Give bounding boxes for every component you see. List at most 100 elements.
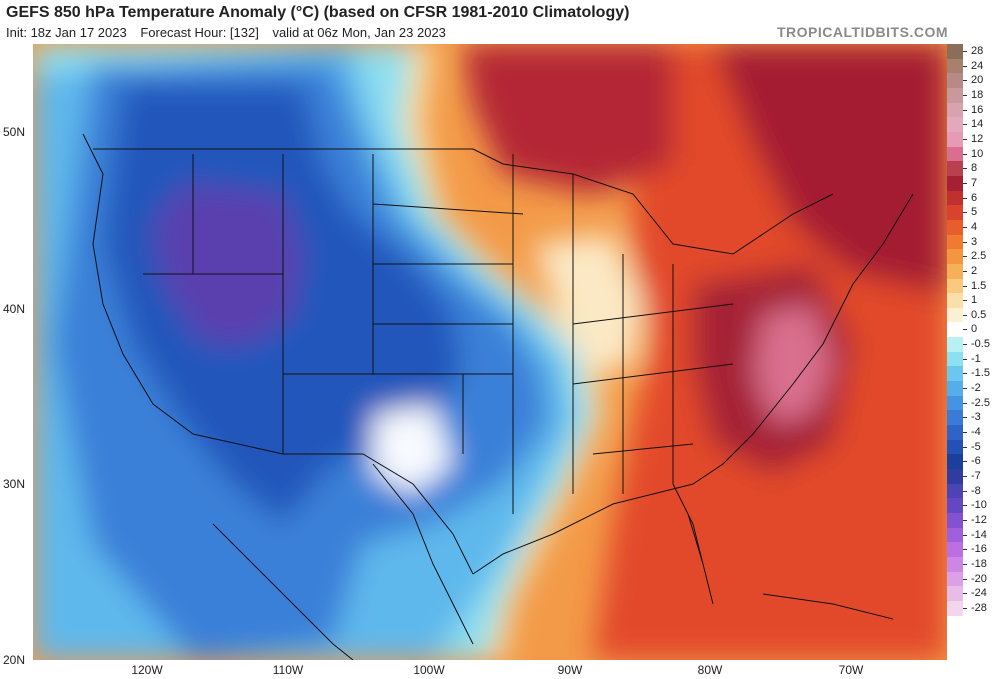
- anomaly-field: [33, 44, 947, 660]
- lon-label: 70W: [838, 663, 864, 677]
- colorbar-label: 10: [971, 147, 984, 160]
- colorbar-swatch: [947, 351, 963, 367]
- lon-label: 110W: [272, 663, 304, 677]
- colorbar-swatch: [947, 571, 963, 587]
- lat-label: 20N: [3, 653, 26, 667]
- colorbar-level: 4: [947, 219, 1000, 235]
- colorbar-swatch: [947, 513, 963, 528]
- colorbar-tick: [963, 563, 967, 565]
- brand-watermark: TROPICALTIDBITS.COM: [776, 24, 948, 40]
- colorbar-swatch: [947, 117, 963, 132]
- colorbar-swatch: [947, 366, 963, 382]
- colorbar-legend: 28 24 20 18 16 14 12 10 8 7 6 5 4 3 2.5 2 1.5 1 0.5 0 -0.5 -1…: [947, 44, 1000, 660]
- map-subtitle: Init: 18z Jan 17 2023 Forecast Hour: [13…: [6, 25, 456, 40]
- colorbar-level: -1.5: [947, 366, 1000, 382]
- colorbar-swatch: [947, 161, 963, 176]
- pacific-coast: [82, 133, 194, 435]
- colorbar-level: 2.5: [947, 249, 1000, 264]
- colorbar-level: -18: [947, 556, 1000, 572]
- colorbar-level: 7: [947, 175, 1000, 191]
- colorbar-level: 10: [947, 146, 1000, 162]
- colorbar-swatch: [947, 190, 963, 206]
- colorbar-label: -3: [971, 411, 981, 424]
- colorbar-level: 6: [947, 190, 1000, 206]
- colorbar-level: -20: [947, 571, 1000, 587]
- colorbar-tick: [963, 153, 967, 155]
- colorbar-swatch: [947, 205, 963, 220]
- colorbar-tick: [963, 417, 967, 419]
- colorbar-label: -14: [971, 528, 987, 541]
- colorbar-level: 0: [947, 322, 1000, 338]
- cuba-coast: [762, 593, 894, 620]
- lon-label: 90W: [557, 663, 583, 677]
- lat-label: 30N: [3, 477, 26, 491]
- colorbar-tick: [963, 109, 967, 111]
- state-boundaries: [143, 154, 734, 514]
- colorbar-tick: [963, 344, 967, 346]
- boundaries: [82, 133, 914, 660]
- lat-label: 40N: [3, 302, 26, 316]
- colorbar-label: -2: [971, 382, 981, 395]
- colorbar-level: -2: [947, 381, 1000, 396]
- colorbar-label: 5: [971, 206, 978, 219]
- colorbar-tick: [963, 138, 967, 140]
- colorbar-label: -0.5: [971, 338, 990, 351]
- mexico-pacific-coast: [212, 523, 354, 660]
- colorbar-label: -6: [971, 455, 981, 468]
- colorbar-swatch: [947, 395, 963, 411]
- colorbar-label: -24: [971, 587, 987, 600]
- colorbar-level: 5: [947, 205, 1000, 220]
- colorbar-level: 18: [947, 87, 1000, 103]
- colorbar-tick: [963, 549, 967, 551]
- colorbar-tick: [963, 373, 967, 375]
- colorbar-level: -7: [947, 469, 1000, 484]
- map-title: GEFS 850 hPa Temperature Anomaly (°C) (b…: [6, 4, 630, 21]
- colorbar-level: -8: [947, 483, 1000, 499]
- colorbar-level: -2.5: [947, 395, 1000, 411]
- colorbar-tick: [963, 402, 967, 404]
- colorbar-level: 1.5: [947, 278, 1000, 294]
- anomaly-map: [33, 44, 947, 660]
- header: GEFS 850 hPa Temperature Anomaly (°C) (b…: [0, 0, 1000, 44]
- colorbar-label: 14: [971, 118, 984, 131]
- colorbar-swatch: [947, 278, 963, 294]
- colorbar-swatch: [947, 425, 963, 440]
- colorbar-swatch: [947, 307, 963, 323]
- colorbar-level: 2: [947, 263, 1000, 279]
- colorbar-swatch: [947, 498, 963, 513]
- colorbar-tick: [963, 593, 967, 595]
- colorbar-tick: [963, 461, 967, 463]
- colorbar-level: -5: [947, 439, 1000, 455]
- colorbar-label: 20: [971, 74, 984, 87]
- colorbar-swatch: [947, 600, 963, 616]
- colorbar-level: 8: [947, 161, 1000, 176]
- init-time: Init: 18z Jan 17 2023: [6, 25, 127, 40]
- colorbar-tick: [963, 607, 967, 609]
- colorbar-swatch: [947, 44, 963, 59]
- us-mexico-border: [192, 433, 474, 575]
- colorbar-level: 14: [947, 117, 1000, 132]
- colorbar-label: 3: [971, 235, 978, 248]
- colorbar-tick: [963, 65, 967, 67]
- colorbar-label: -12: [971, 514, 987, 526]
- colorbar-tick: [963, 534, 967, 536]
- colorbar-swatch: [947, 454, 963, 470]
- colorbar-label: 12: [971, 132, 984, 145]
- colorbar-tick: [963, 314, 967, 316]
- colorbar-level: -10: [947, 498, 1000, 513]
- colorbar-tick: [963, 256, 967, 258]
- colorbar-tick: [963, 432, 967, 434]
- colorbar-swatch: [947, 469, 963, 484]
- lon-label: 120W: [131, 663, 163, 677]
- colorbar-swatch: [947, 322, 963, 338]
- colorbar-label: 2.5: [971, 250, 987, 263]
- colorbar-label: -18: [971, 557, 987, 570]
- colorbar-level: 28: [947, 44, 1000, 59]
- colorbar-swatch: [947, 131, 963, 147]
- lon-label: 100W: [413, 663, 445, 677]
- colorbar-level: -0.5: [947, 337, 1000, 352]
- colorbar-label: -5: [971, 440, 981, 453]
- lon-label: 80W: [697, 663, 723, 677]
- colorbar-level: -14: [947, 527, 1000, 543]
- colorbar-label: -20: [971, 572, 987, 585]
